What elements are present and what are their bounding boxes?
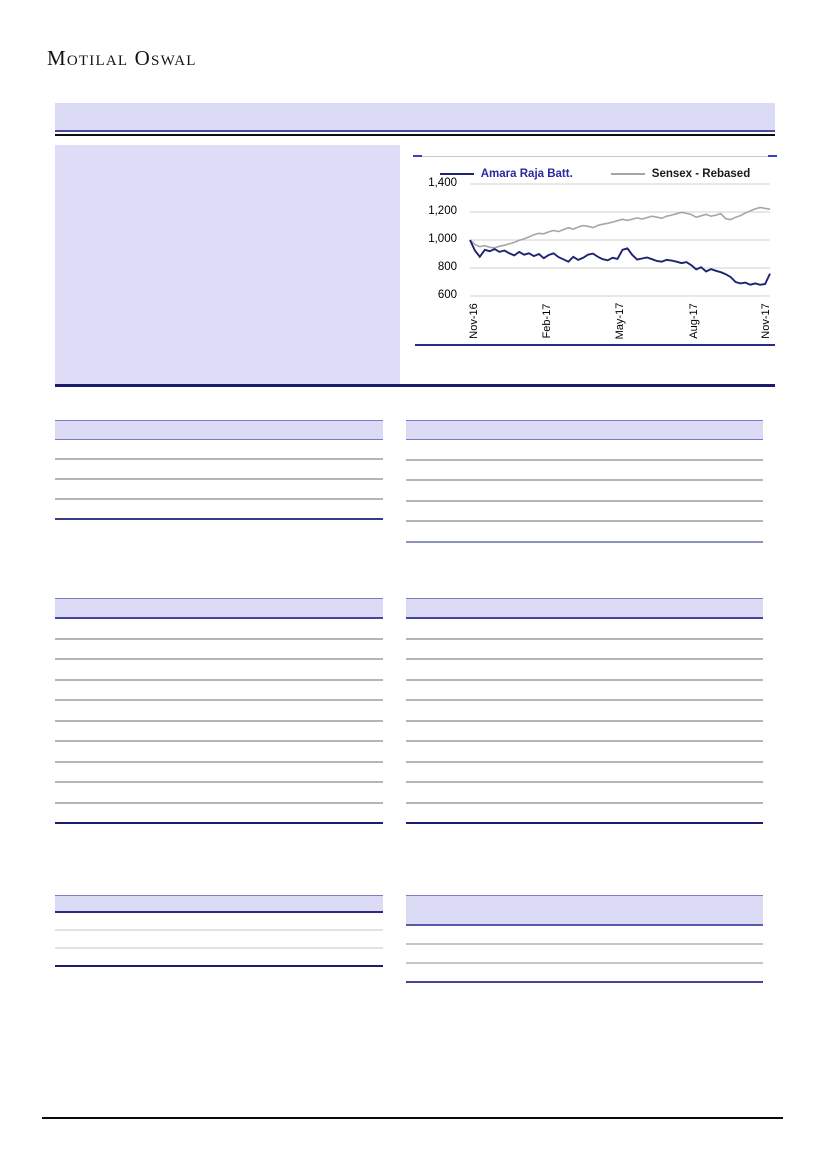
table-row xyxy=(406,964,763,983)
table-row xyxy=(55,480,383,500)
table-row xyxy=(55,949,383,967)
table-row xyxy=(406,763,763,783)
table-middle-right xyxy=(406,598,763,824)
table-row xyxy=(55,460,383,480)
title-banner xyxy=(55,103,775,132)
table-row xyxy=(55,783,383,804)
legend-line-sensex xyxy=(610,173,645,175)
table-header xyxy=(406,895,763,926)
table-header xyxy=(55,598,383,619)
chart-corner-mark xyxy=(768,155,777,157)
x-axis-tick: Nov-16 xyxy=(467,303,480,339)
table-header xyxy=(55,895,383,913)
table-row xyxy=(55,440,383,460)
table-body xyxy=(55,440,383,520)
table-row xyxy=(406,619,763,640)
plot-area-svg xyxy=(469,183,771,297)
table-row xyxy=(406,681,763,701)
x-axis: Nov-16 Feb-17 May-17 Aug-17 Nov-17 xyxy=(467,299,773,343)
y-axis-tick: 1,200 xyxy=(428,205,457,217)
table-body xyxy=(55,619,383,824)
summary-box xyxy=(55,145,400,384)
table-row xyxy=(406,640,763,660)
table-row xyxy=(55,931,383,949)
table-row xyxy=(55,763,383,783)
legend-label: Sensex - Rebased xyxy=(651,168,751,180)
table-row xyxy=(55,500,383,520)
table-row xyxy=(55,804,383,824)
x-axis-tick: Aug-17 xyxy=(687,303,700,339)
chart-corner-mark xyxy=(413,155,422,157)
table-top-right xyxy=(406,420,763,543)
x-axis-tick: Nov-17 xyxy=(760,303,773,339)
legend-item-sensex: Sensex - Rebased xyxy=(610,168,751,180)
table-row xyxy=(406,742,763,763)
y-axis-tick: 800 xyxy=(437,261,457,273)
table-row xyxy=(406,461,763,482)
legend-label: Amara Raja Batt. xyxy=(480,168,573,180)
table-row xyxy=(406,701,763,722)
table-row xyxy=(55,722,383,742)
table-row xyxy=(406,945,763,964)
table-body xyxy=(406,926,763,983)
table-row xyxy=(406,522,763,543)
table-row xyxy=(406,804,763,824)
table-middle-left xyxy=(55,598,383,824)
content-divider xyxy=(55,384,775,387)
table-row xyxy=(55,619,383,640)
table-row xyxy=(406,481,763,502)
table-row xyxy=(55,913,383,931)
table-body xyxy=(55,913,383,967)
table-row xyxy=(406,722,763,742)
x-axis-tick: May-17 xyxy=(614,302,626,340)
table-header xyxy=(406,598,763,619)
y-axis: 1,400 1,200 1,000 800 600 xyxy=(415,177,463,301)
table-body xyxy=(406,440,763,543)
x-axis-tick: Feb-17 xyxy=(540,303,553,339)
y-axis-tick: 1,000 xyxy=(428,233,457,245)
company-logo: Motilal Oswal xyxy=(47,46,197,70)
table-row xyxy=(55,681,383,701)
table-row xyxy=(406,926,763,945)
legend-item-amara: Amara Raja Batt. xyxy=(439,168,573,180)
table-row xyxy=(55,640,383,660)
chart-legend: Amara Raja Batt. Sensex - Rebased xyxy=(415,168,775,180)
table-row xyxy=(406,502,763,523)
table-header xyxy=(406,420,763,440)
table-header xyxy=(55,420,383,440)
table-row xyxy=(55,701,383,722)
table-row xyxy=(406,660,763,681)
footer-divider xyxy=(42,1117,783,1119)
legend-line-amara xyxy=(439,173,474,175)
table-bottom-left xyxy=(55,895,383,967)
y-axis-tick: 1,400 xyxy=(428,177,457,189)
banner-underline xyxy=(55,134,775,136)
table-row xyxy=(55,660,383,681)
table-body xyxy=(406,619,763,824)
table-row xyxy=(406,440,763,461)
table-bottom-right xyxy=(406,895,763,983)
price-chart: Amara Raja Batt. Sensex - Rebased 1,400 1… xyxy=(413,155,777,346)
table-row xyxy=(406,783,763,804)
table-top-left xyxy=(55,420,383,520)
y-axis-tick: 600 xyxy=(437,289,457,301)
table-row xyxy=(55,742,383,763)
